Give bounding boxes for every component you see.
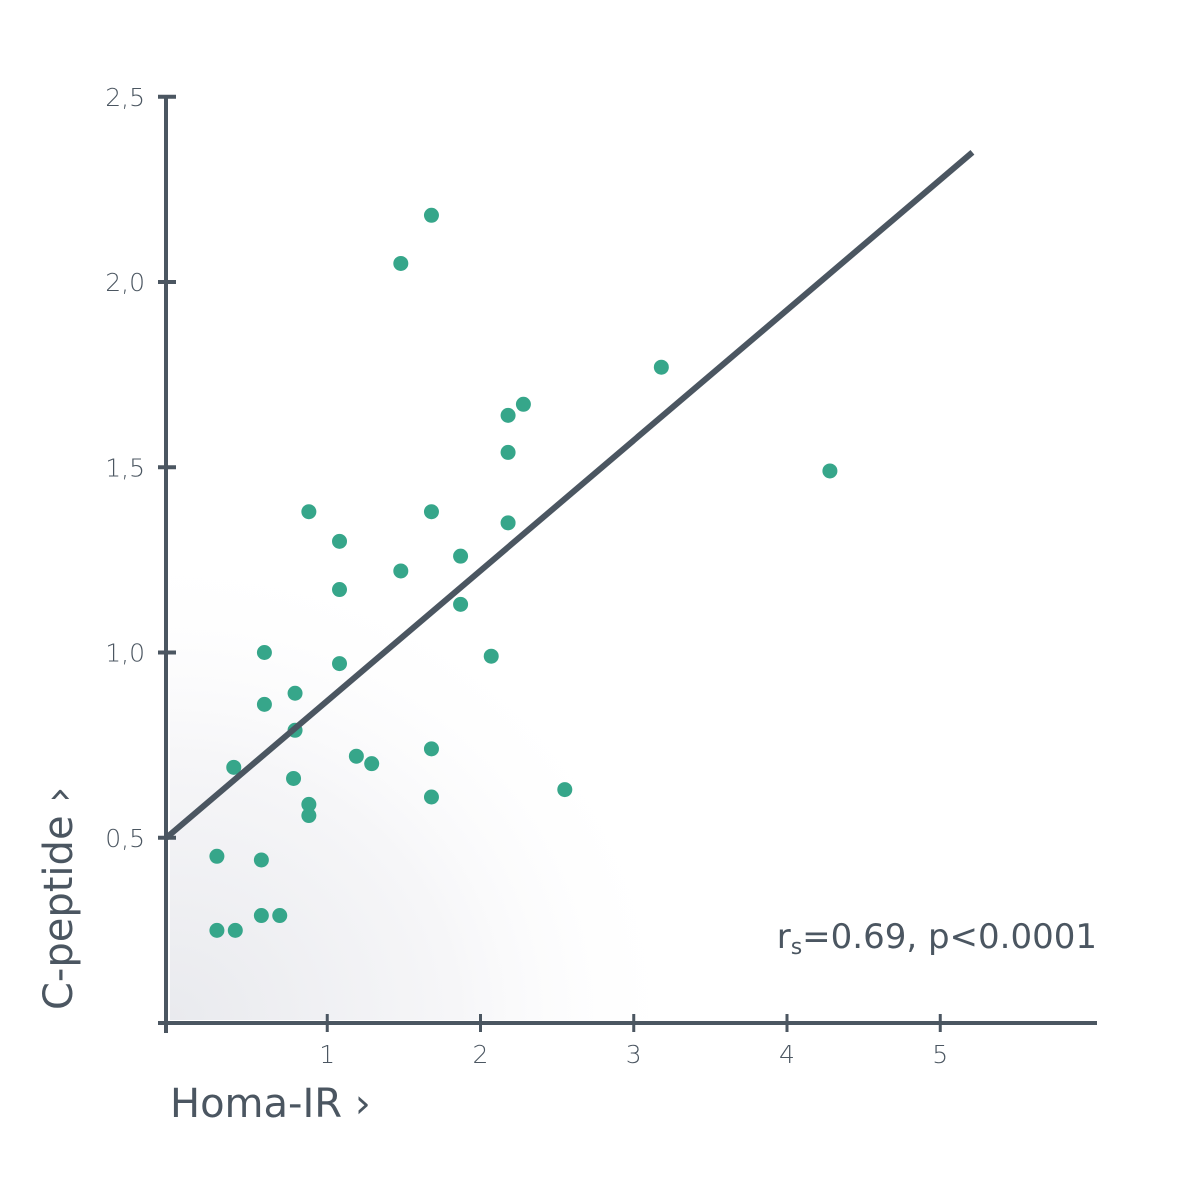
data-point bbox=[209, 848, 225, 864]
data-point bbox=[500, 515, 516, 531]
data-point bbox=[515, 396, 531, 412]
data-point bbox=[500, 407, 516, 423]
x-tick-label: 2 bbox=[473, 1040, 489, 1069]
data-point bbox=[500, 444, 516, 460]
data-point bbox=[226, 759, 242, 775]
data-point bbox=[301, 504, 317, 520]
data-point bbox=[483, 648, 499, 664]
data-point bbox=[423, 741, 439, 757]
y-tick-label: 2,0 bbox=[105, 268, 145, 297]
data-point bbox=[332, 656, 348, 672]
data-point bbox=[209, 922, 225, 938]
data-point bbox=[453, 596, 469, 612]
y-tick-label: 2,5 bbox=[105, 83, 145, 112]
data-point bbox=[653, 359, 669, 375]
x-tick-label: 4 bbox=[779, 1040, 795, 1069]
data-point bbox=[256, 696, 272, 712]
data-point bbox=[253, 908, 269, 924]
data-point bbox=[332, 582, 348, 598]
x-tick-label: 5 bbox=[932, 1040, 948, 1069]
y-tick-label: 1,5 bbox=[105, 453, 145, 482]
plot-background-gradient bbox=[170, 540, 690, 1020]
data-point bbox=[301, 808, 317, 824]
data-point bbox=[272, 908, 288, 924]
data-point bbox=[227, 922, 243, 938]
data-point bbox=[253, 852, 269, 868]
data-point bbox=[287, 685, 303, 701]
x-axis-title: Homa-IR › bbox=[170, 1081, 371, 1127]
x-tick-label: 3 bbox=[626, 1040, 642, 1069]
data-point bbox=[557, 782, 573, 798]
x-axis: 1 2 3 4 5 bbox=[158, 1014, 1097, 1069]
y-axis-title: C-peptide › bbox=[36, 787, 82, 1010]
data-point bbox=[393, 563, 409, 579]
data-point bbox=[256, 645, 272, 660]
data-point bbox=[423, 207, 439, 223]
data-point bbox=[453, 548, 469, 564]
data-point bbox=[332, 533, 348, 549]
regression-line bbox=[164, 150, 975, 841]
correlation-annotation: rs=0.69, p<0.0001 bbox=[777, 917, 1097, 960]
y-axis: 0,5 1,0 1,5 2,0 2,5 bbox=[105, 83, 176, 1027]
y-tick-label: 1,0 bbox=[105, 639, 145, 668]
data-point bbox=[301, 796, 317, 812]
data-point bbox=[423, 789, 439, 805]
data-point bbox=[393, 255, 409, 271]
data-point bbox=[423, 504, 439, 520]
data-point bbox=[286, 770, 302, 786]
data-point bbox=[348, 748, 364, 764]
data-point bbox=[822, 463, 838, 479]
y-tick-label: 0,5 bbox=[105, 824, 145, 853]
data-point bbox=[364, 756, 380, 772]
x-tick-label: 1 bbox=[319, 1040, 335, 1069]
